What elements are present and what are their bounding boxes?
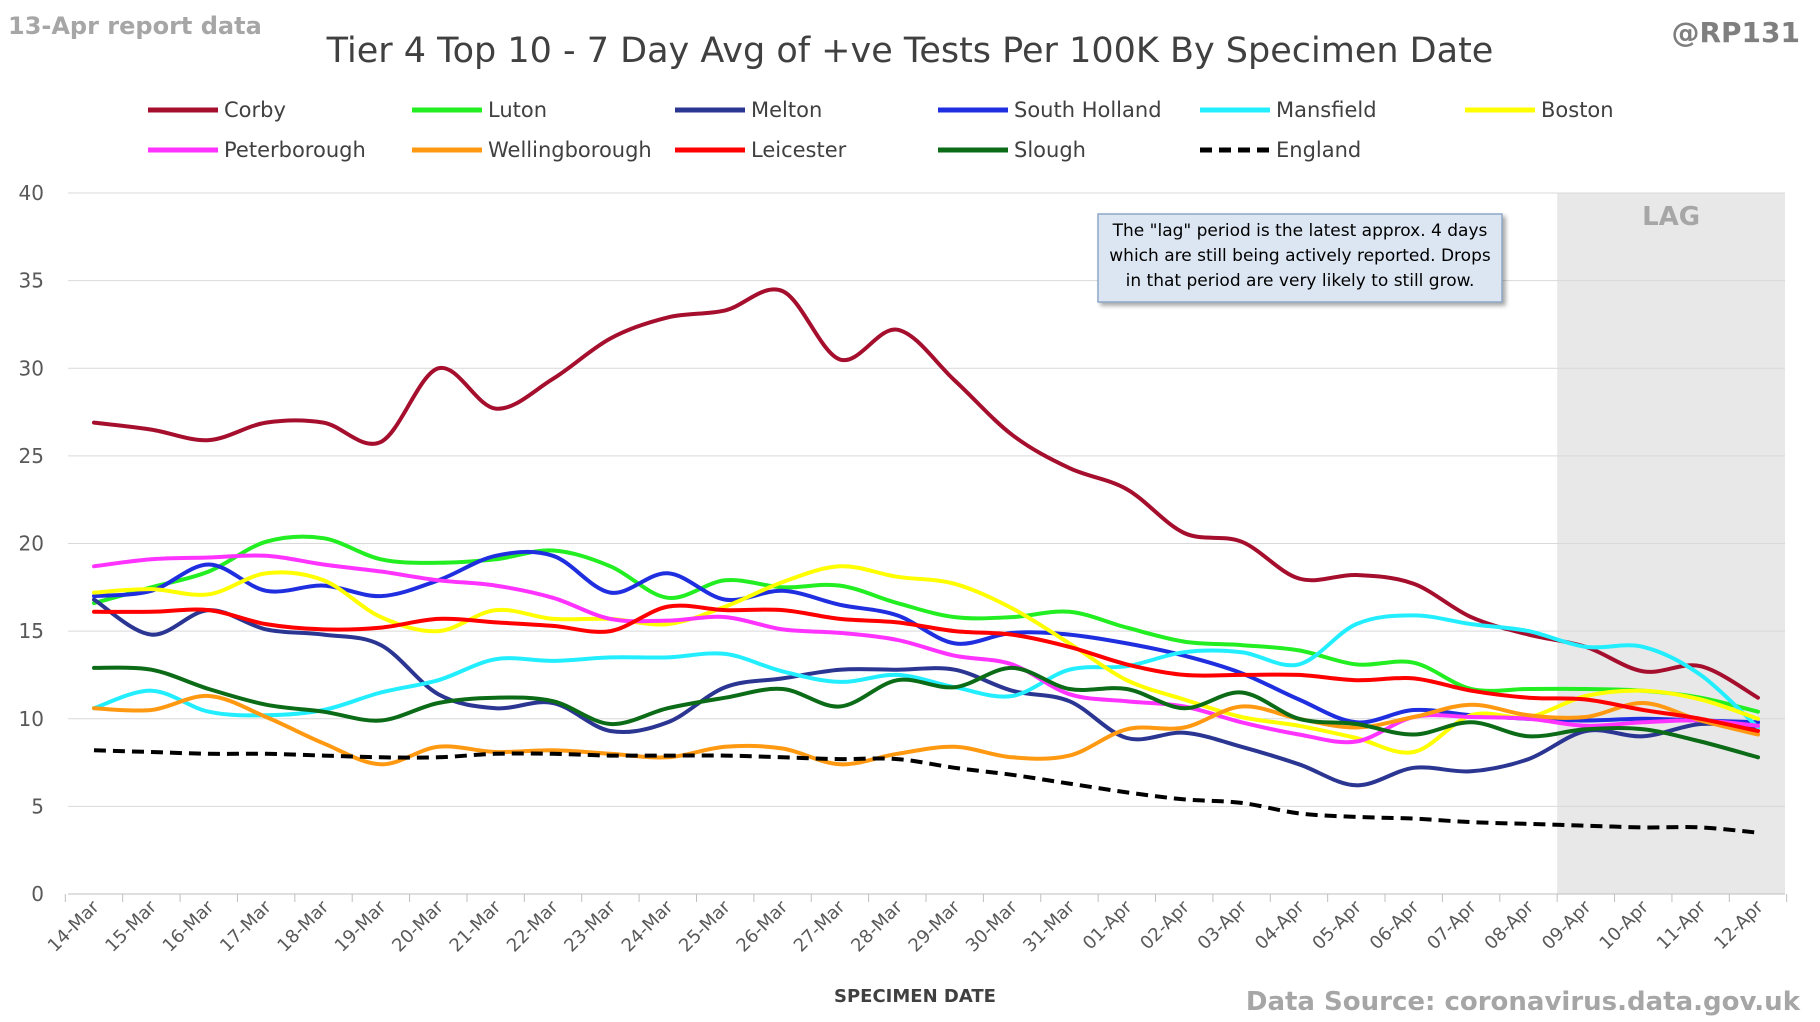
legend-label: South Holland xyxy=(1014,98,1162,122)
legend-item-corby: Corby xyxy=(148,98,286,122)
series-lines xyxy=(92,287,1760,835)
legend-label: Corby xyxy=(224,98,286,122)
x-axis-title: SPECIMEN DATE xyxy=(834,986,996,1007)
y-tick-label: 5 xyxy=(31,794,44,818)
annotation-line-1: The "lag" period is the latest approx. 4… xyxy=(1112,221,1488,241)
legend-label: Slough xyxy=(1014,138,1086,162)
series-line-leicester xyxy=(92,603,1760,733)
y-tick-label: 10 xyxy=(19,707,44,731)
y-axis: 0 5 10 15 20 25 30 35 40 xyxy=(19,181,44,906)
author-handle: @RP131 xyxy=(1671,16,1800,49)
lag-annotation: The "lag" period is the latest approx. 4… xyxy=(1097,213,1503,303)
legend-label: Melton xyxy=(751,98,822,122)
annotation-box xyxy=(1097,213,1503,303)
legend-item-melton: Melton xyxy=(675,98,822,122)
series-line-slough xyxy=(92,665,1760,760)
y-tick-label: 0 xyxy=(31,882,44,906)
annotation-line-2: which are still being actively reported.… xyxy=(1109,246,1491,266)
legend: Corby Luton Melton South Holland Mansfield Bo… xyxy=(148,98,1614,162)
series-line-wellingborough xyxy=(92,693,1760,767)
legend-label: Peterborough xyxy=(224,138,366,162)
annotation-line-3: in that period are very likely to still … xyxy=(1126,271,1475,291)
legend-label: Luton xyxy=(488,98,547,122)
legend-item-luton: Luton xyxy=(412,98,547,122)
legend-item-england: England xyxy=(1200,138,1361,162)
y-tick-label: 15 xyxy=(19,619,44,643)
legend-label: England xyxy=(1276,138,1361,162)
series-line-corby xyxy=(92,287,1760,700)
y-tick-label: 40 xyxy=(19,181,44,205)
legend-item-peterborough: Peterborough xyxy=(148,138,366,162)
legend-item-slough: Slough xyxy=(938,138,1086,162)
data-source-label: Data Source: coronavirus.data.gov.uk xyxy=(1246,987,1801,1017)
legend-item-leicester: Leicester xyxy=(675,138,847,162)
y-tick-label: 20 xyxy=(19,532,44,556)
series-line-peterborough xyxy=(92,553,1760,745)
report-date-label: 13-Apr report data xyxy=(8,12,262,40)
y-tick-label: 30 xyxy=(19,356,44,380)
legend-label: Wellingborough xyxy=(488,138,652,162)
legend-label: Leicester xyxy=(751,138,847,162)
chart-title: Tier 4 Top 10 - 7 Day Avg of +ve Tests P… xyxy=(326,31,1494,71)
series-line-melton xyxy=(92,597,1760,788)
y-tick-label: 35 xyxy=(19,269,44,293)
legend-item-boston: Boston xyxy=(1465,98,1614,122)
legend-label: Mansfield xyxy=(1276,98,1377,122)
legend-label: Boston xyxy=(1541,98,1614,122)
legend-item-south-holland: South Holland xyxy=(938,98,1162,122)
series-line-mansfield xyxy=(92,613,1760,730)
legend-item-wellingborough: Wellingborough xyxy=(412,138,652,162)
y-tick-label: 25 xyxy=(19,444,44,468)
lag-label: LAG xyxy=(1642,202,1700,232)
legend-item-mansfield: Mansfield xyxy=(1200,98,1377,122)
